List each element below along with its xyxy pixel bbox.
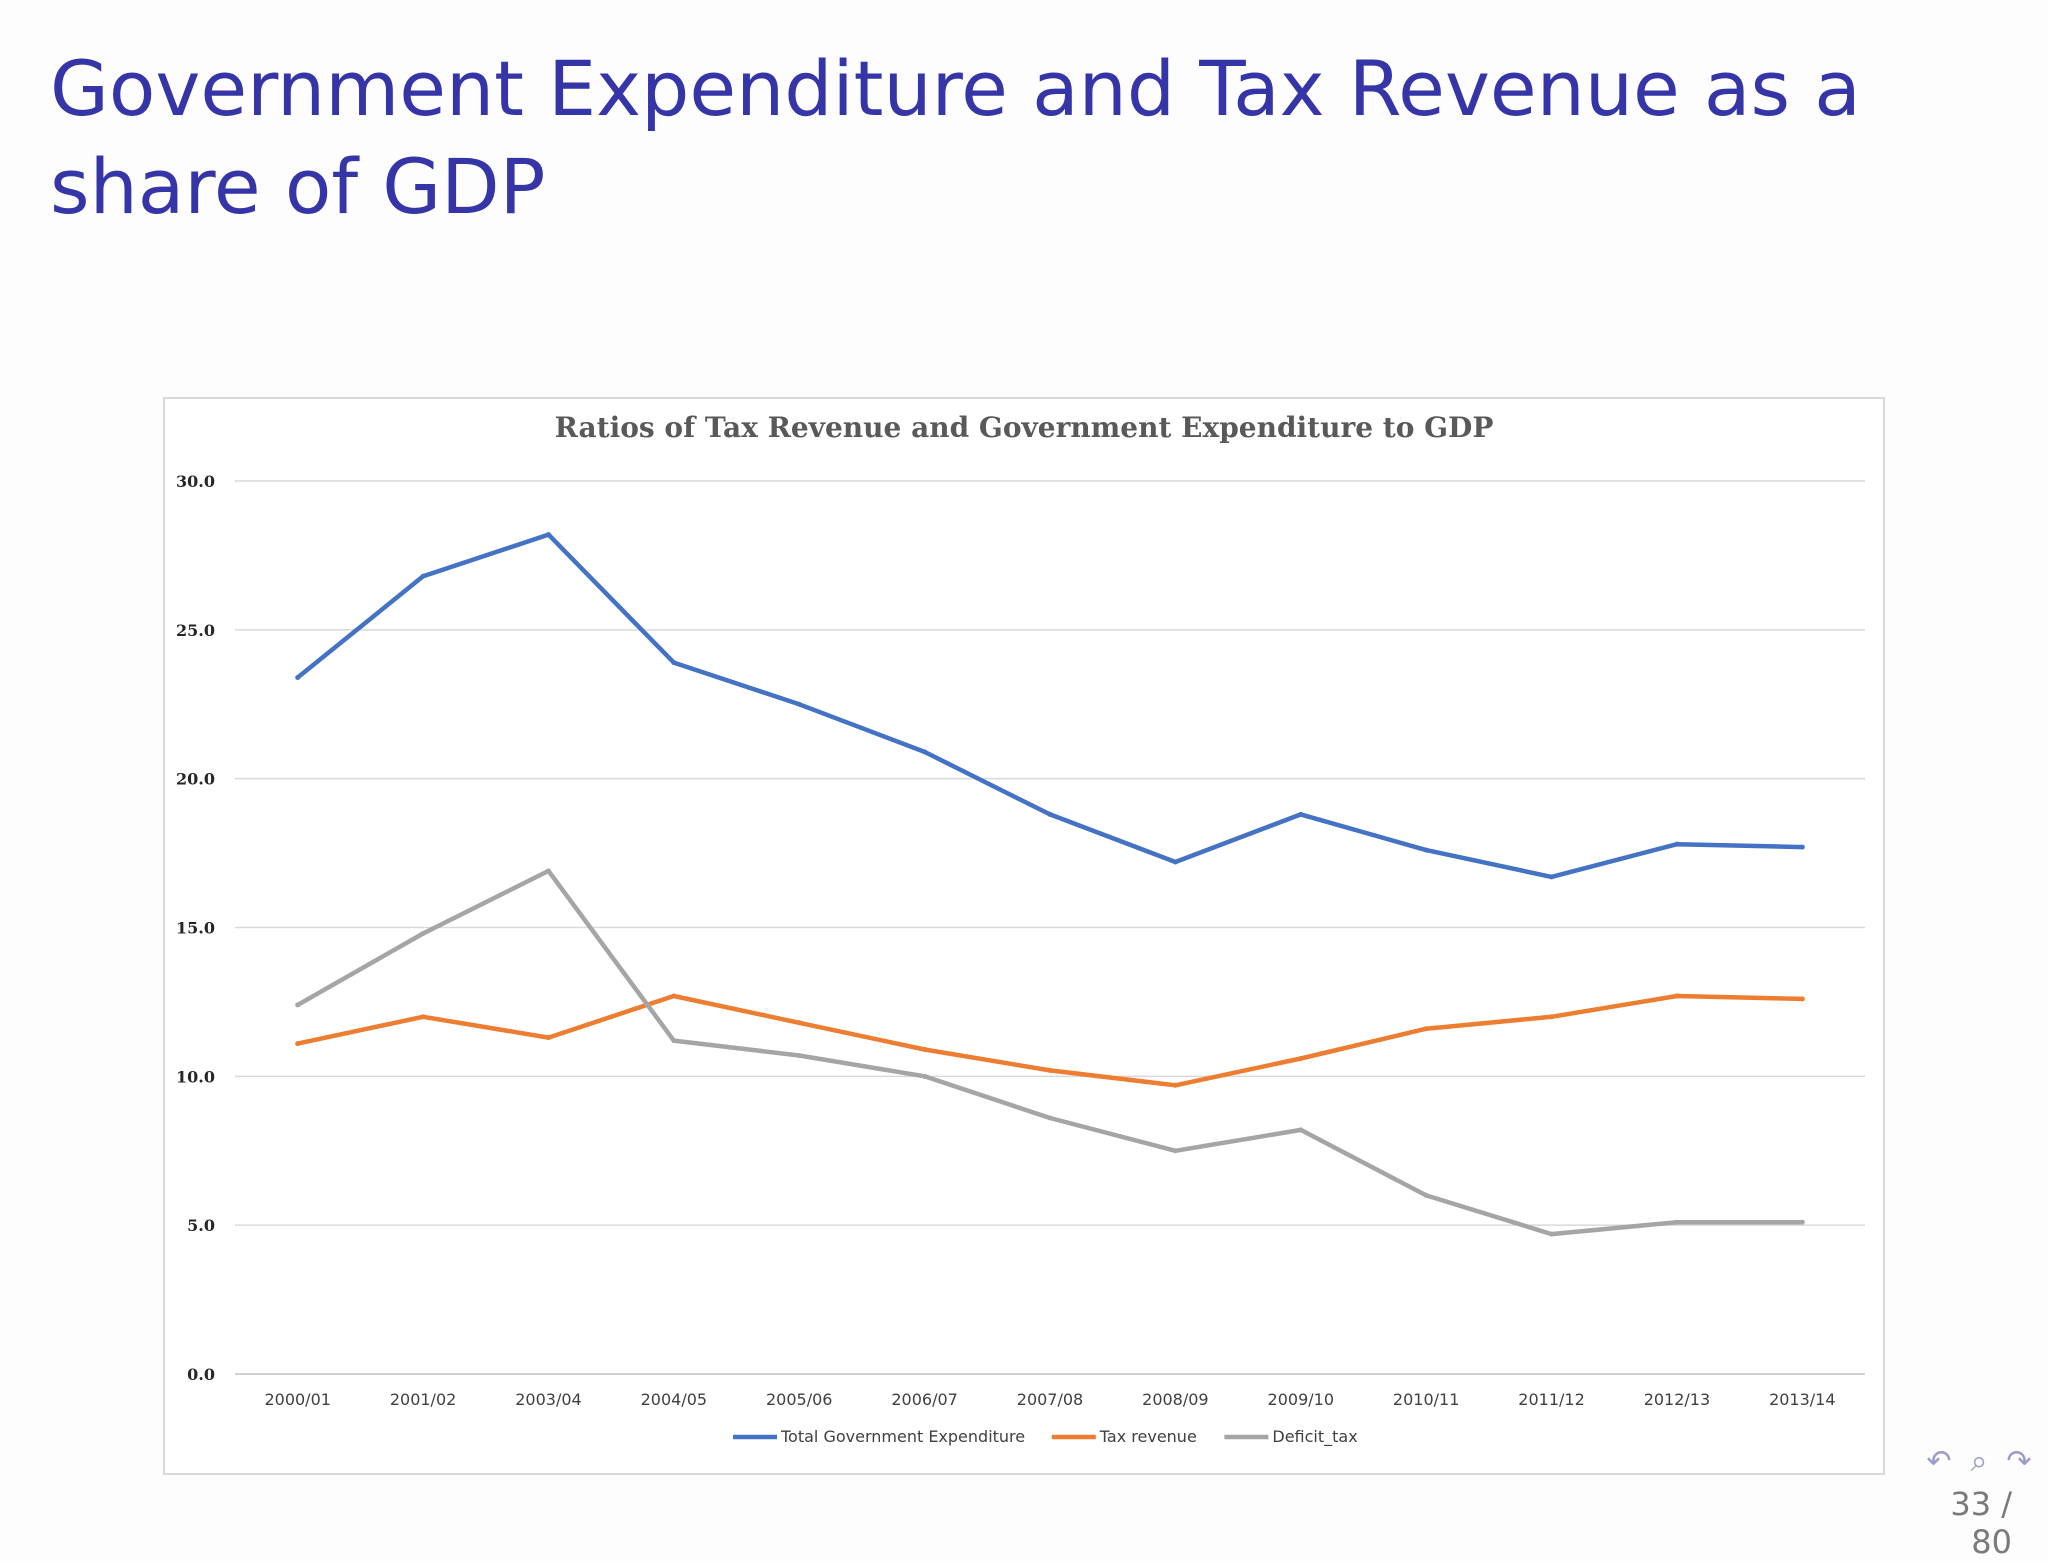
data-point: [1549, 874, 1555, 880]
x-axis-tick-labels: 2000/01 2001/02 2003/04 2004/05 2005/06 2006/…: [264, 1390, 1835, 1409]
page-number: 33 / 80: [1950, 1485, 2012, 1561]
undo-icon[interactable]: ↶: [1926, 1444, 1952, 1479]
data-point: [1047, 1067, 1053, 1073]
data-point: [1423, 1026, 1429, 1032]
data-point: [1674, 993, 1680, 999]
data-point: [1172, 1148, 1178, 1154]
legend-label: Total Government Expenditure: [780, 1427, 1025, 1446]
data-point: [295, 1002, 301, 1008]
data-point: [1047, 811, 1053, 817]
data-point: [1047, 1115, 1053, 1121]
x-tick-label: 2012/13: [1644, 1390, 1710, 1409]
series-line-deficit-tax: [295, 868, 1805, 1237]
series-lines: [295, 532, 1805, 1237]
data-point: [1172, 1082, 1178, 1088]
data-point: [1674, 841, 1680, 847]
data-point: [1549, 1014, 1555, 1020]
slide-title: Government Expenditure and Tax Revenue a…: [50, 44, 1861, 231]
data-point: [1799, 844, 1805, 850]
data-point: [545, 868, 551, 874]
x-tick-label: 2007/08: [1017, 1390, 1083, 1409]
data-point: [1549, 1231, 1555, 1237]
y-tick-label: 10.0: [176, 1067, 215, 1086]
data-point: [1298, 1055, 1304, 1061]
y-tick-label: 25.0: [176, 621, 215, 640]
data-point: [671, 993, 677, 999]
line-chart: Ratios of Tax Revenue and Government Exp…: [176, 411, 1865, 1447]
x-tick-label: 2001/02: [390, 1390, 456, 1409]
y-axis-tick-labels: 0.0 5.0 10.0 15.0 20.0 25.0 30.0: [176, 472, 215, 1384]
data-point: [1423, 847, 1429, 853]
data-point: [1423, 1192, 1429, 1198]
slide-navigation: ↶ ⌕ ↷: [1922, 1444, 2036, 1479]
data-point: [295, 1041, 301, 1047]
y-tick-label: 5.0: [187, 1216, 215, 1235]
series-line-total-government-expenditure: [295, 532, 1805, 880]
search-icon[interactable]: ⌕: [1970, 1444, 1988, 1479]
y-tick-label: 15.0: [176, 919, 215, 938]
data-point: [1298, 811, 1304, 817]
legend-label: Deficit_tax: [1272, 1427, 1357, 1447]
redo-icon[interactable]: ↷: [2006, 1444, 2032, 1479]
x-tick-label: 2009/10: [1268, 1390, 1334, 1409]
chart-title: Ratios of Tax Revenue and Government Exp…: [555, 411, 1494, 444]
data-point: [1799, 1219, 1805, 1225]
y-tick-label: 30.0: [176, 472, 215, 491]
data-point: [1172, 859, 1178, 865]
data-point: [545, 532, 551, 538]
legend-label: Tax revenue: [1099, 1427, 1197, 1446]
data-point: [420, 1014, 426, 1020]
x-tick-label: 2004/05: [641, 1390, 707, 1409]
x-tick-label: 2013/14: [1769, 1390, 1835, 1409]
data-point: [420, 930, 426, 936]
y-tick-label: 20.0: [176, 770, 215, 789]
data-point: [922, 1073, 928, 1079]
y-tick-label: 0.0: [187, 1365, 215, 1384]
x-tick-label: 2010/11: [1393, 1390, 1459, 1409]
data-point: [796, 1020, 802, 1026]
data-point: [796, 1052, 802, 1058]
data-point: [922, 749, 928, 755]
data-point: [922, 1047, 928, 1053]
x-tick-label: 2008/09: [1142, 1390, 1208, 1409]
data-point: [671, 660, 677, 666]
x-tick-label: 2006/07: [891, 1390, 957, 1409]
data-point: [1298, 1127, 1304, 1133]
x-tick-label: 2005/06: [766, 1390, 832, 1409]
data-point: [1674, 1219, 1680, 1225]
x-tick-label: 2003/04: [515, 1390, 581, 1409]
data-point: [295, 674, 301, 680]
data-point: [1799, 996, 1805, 1002]
data-point: [671, 1038, 677, 1044]
x-tick-label: 2000/01: [264, 1390, 330, 1409]
gridlines: [235, 480, 1865, 1375]
chart-frame: Ratios of Tax Revenue and Government Exp…: [163, 397, 1885, 1475]
x-tick-label: 2011/12: [1518, 1390, 1584, 1409]
data-point: [796, 701, 802, 707]
data-point: [545, 1035, 551, 1041]
data-point: [420, 573, 426, 579]
legend: Total Government Expenditure Tax revenue D…: [733, 1427, 1358, 1447]
